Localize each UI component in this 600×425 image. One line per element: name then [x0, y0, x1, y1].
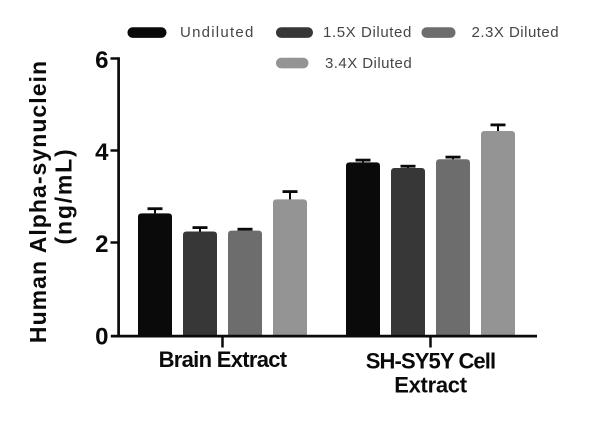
svg-text:SH-SY5Y Cell: SH-SY5Y Cell: [366, 349, 495, 374]
svg-text:3.4X Diluted: 3.4X Diluted: [325, 55, 412, 72]
svg-text:Brain Extract: Brain Extract: [159, 347, 288, 372]
svg-text:6: 6: [95, 47, 108, 74]
svg-text:2.3X Diluted: 2.3X Diluted: [472, 24, 560, 41]
svg-text:(ng/mL): (ng/mL): [51, 148, 77, 245]
svg-text:2: 2: [95, 231, 108, 258]
svg-text:Undiluted: Undiluted: [180, 24, 255, 41]
svg-text:Human Alpha-synuclein: Human Alpha-synuclein: [25, 60, 51, 343]
svg-text:Extract: Extract: [394, 373, 467, 398]
svg-text:1.5X Diluted: 1.5X Diluted: [323, 24, 412, 41]
svg-text:0: 0: [95, 324, 108, 351]
svg-text:4: 4: [95, 139, 109, 166]
